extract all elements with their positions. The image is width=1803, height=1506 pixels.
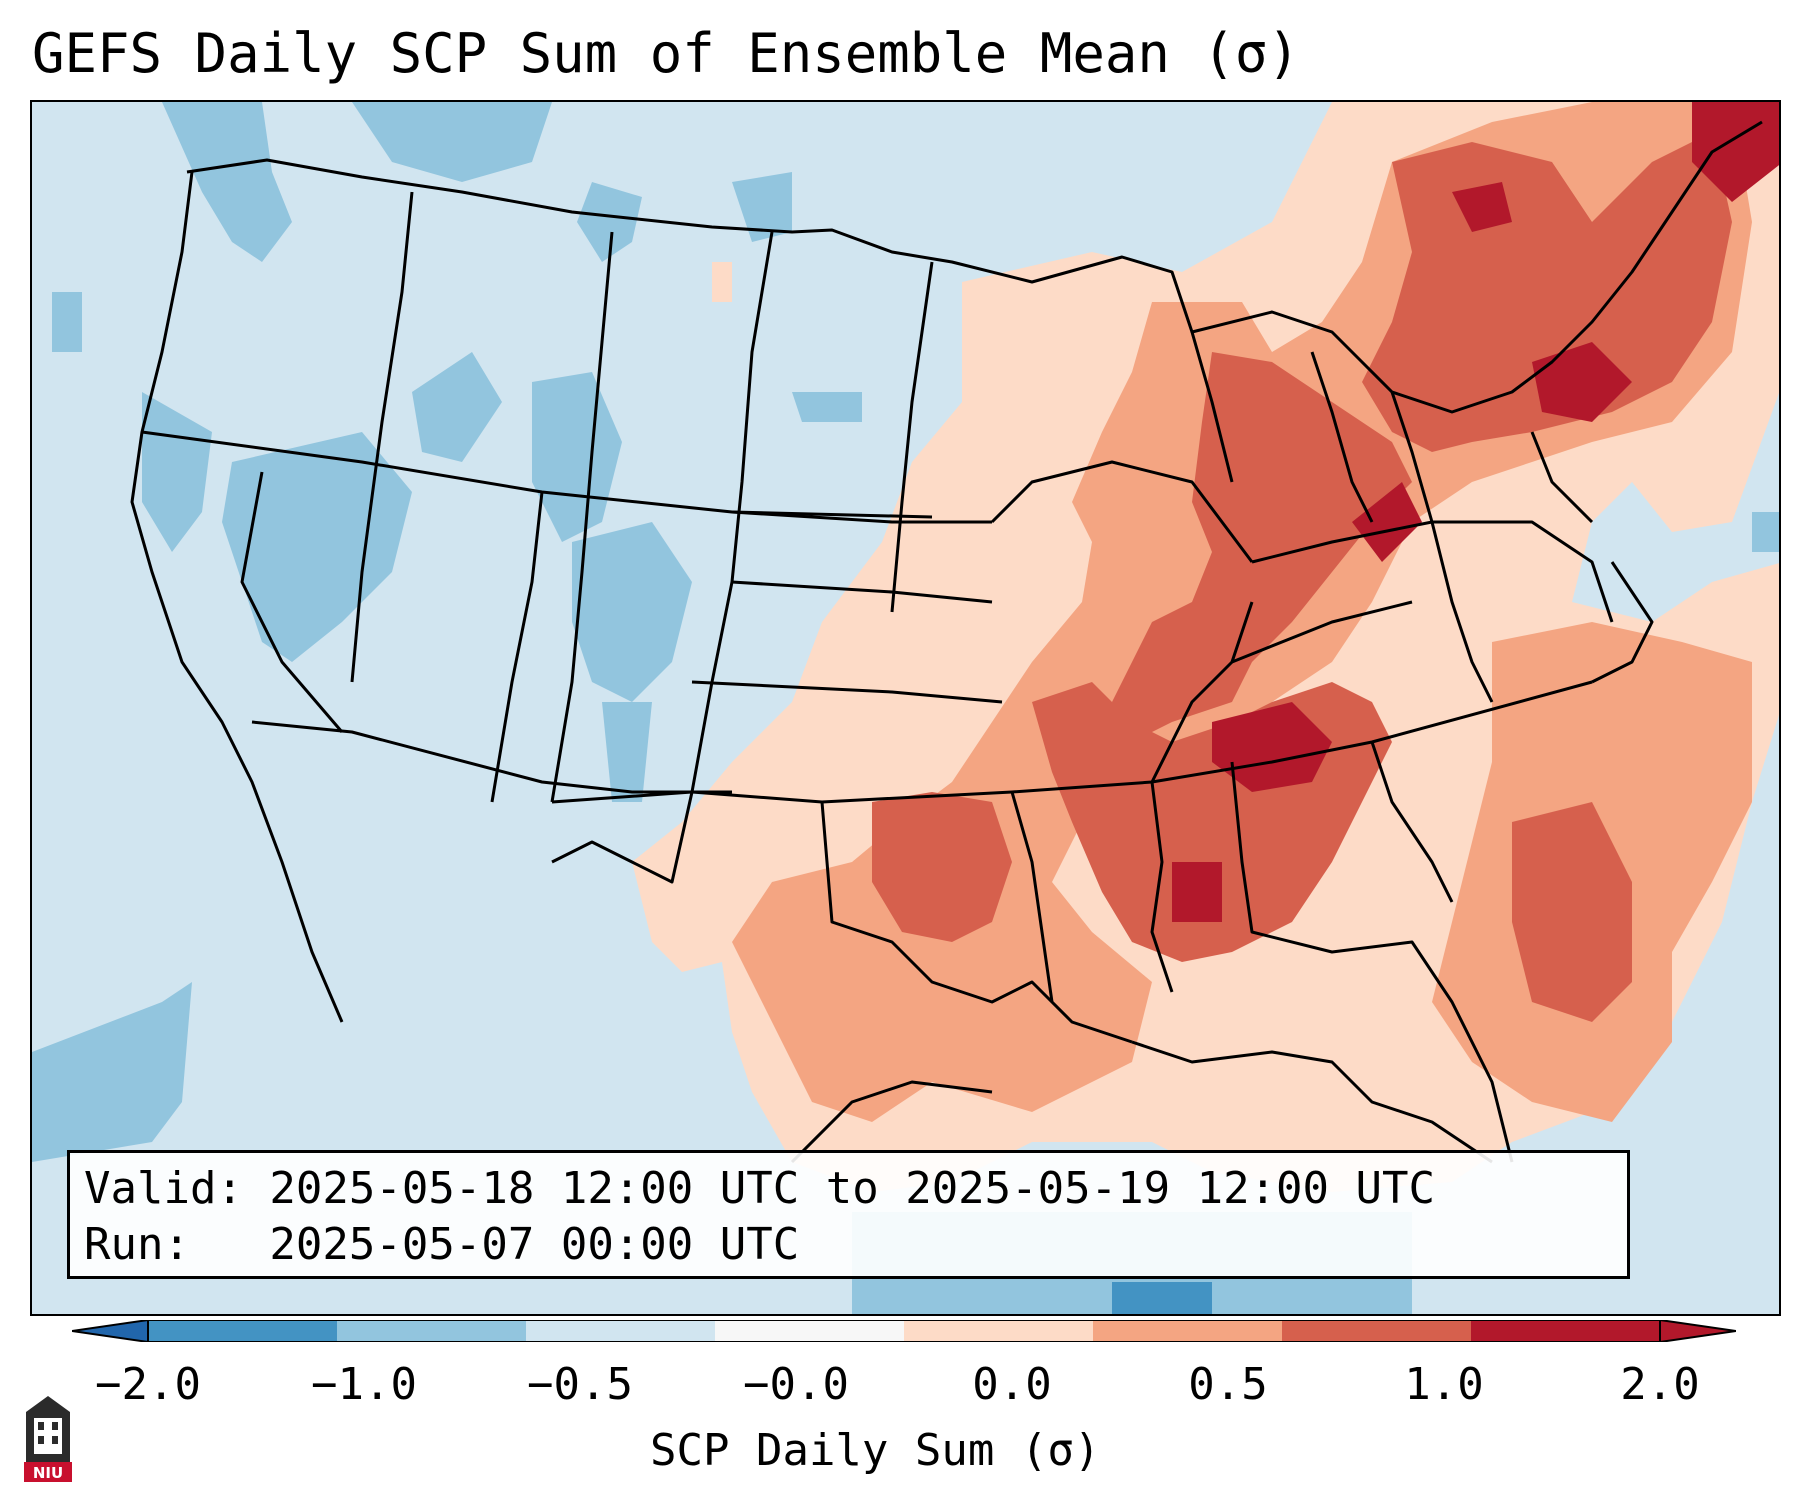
colorbar-tick-label: −0.5 (527, 1359, 633, 1410)
map-canvas (32, 102, 1779, 1314)
geographic-borders (130, 120, 1763, 1164)
colorbar-tick-label: −2.0 (95, 1359, 201, 1410)
colorbar-over-arrow (1660, 1320, 1736, 1342)
colorbar-segment (1282, 1320, 1472, 1342)
map-panel (30, 100, 1781, 1316)
colorbar-segment (148, 1320, 338, 1342)
niu-logo-icon: NIU (24, 1396, 72, 1482)
colorbar-segment (904, 1320, 1094, 1342)
colorbar-segment (337, 1320, 527, 1342)
colorbar-segment (1093, 1320, 1283, 1342)
extreme-positive-anomaly-regions (1172, 102, 1779, 922)
colorbar-tick-label: 0.5 (1188, 1359, 1268, 1410)
logo-text: NIU (33, 1464, 63, 1482)
valid-time-text: Valid: 2025-05-18 12:00 UTC to 2025-05-1… (84, 1163, 1436, 1214)
colorbar-label: SCP Daily Sum (σ) (650, 1425, 1101, 1476)
chart-title: GEFS Daily SCP Sum of Ensemble Mean (σ) (32, 22, 1300, 85)
colorbar-tick-label: 1.0 (1404, 1359, 1484, 1410)
colorbar-segment (715, 1320, 905, 1342)
colorbar-tick-label: 0.0 (972, 1359, 1052, 1410)
colorbar (72, 1320, 1736, 1342)
run-time-text: Run: 2025-05-07 00:00 UTC (84, 1219, 800, 1270)
colorbar-outline (147, 1320, 1661, 1342)
colorbar-segment (526, 1320, 716, 1342)
colorbar-tick-label: 2.0 (1620, 1359, 1700, 1410)
colorbar-segments (148, 1320, 1661, 1342)
colorbar-tick-label: −0.0 (743, 1359, 849, 1410)
colorbar-under-arrow (72, 1320, 148, 1342)
colorbar-tick-label: −1.0 (311, 1359, 417, 1410)
colorbar-segment (1471, 1320, 1661, 1342)
valid-run-info-box: Valid: 2025-05-18 12:00 UTC to 2025-05-1… (67, 1150, 1630, 1279)
